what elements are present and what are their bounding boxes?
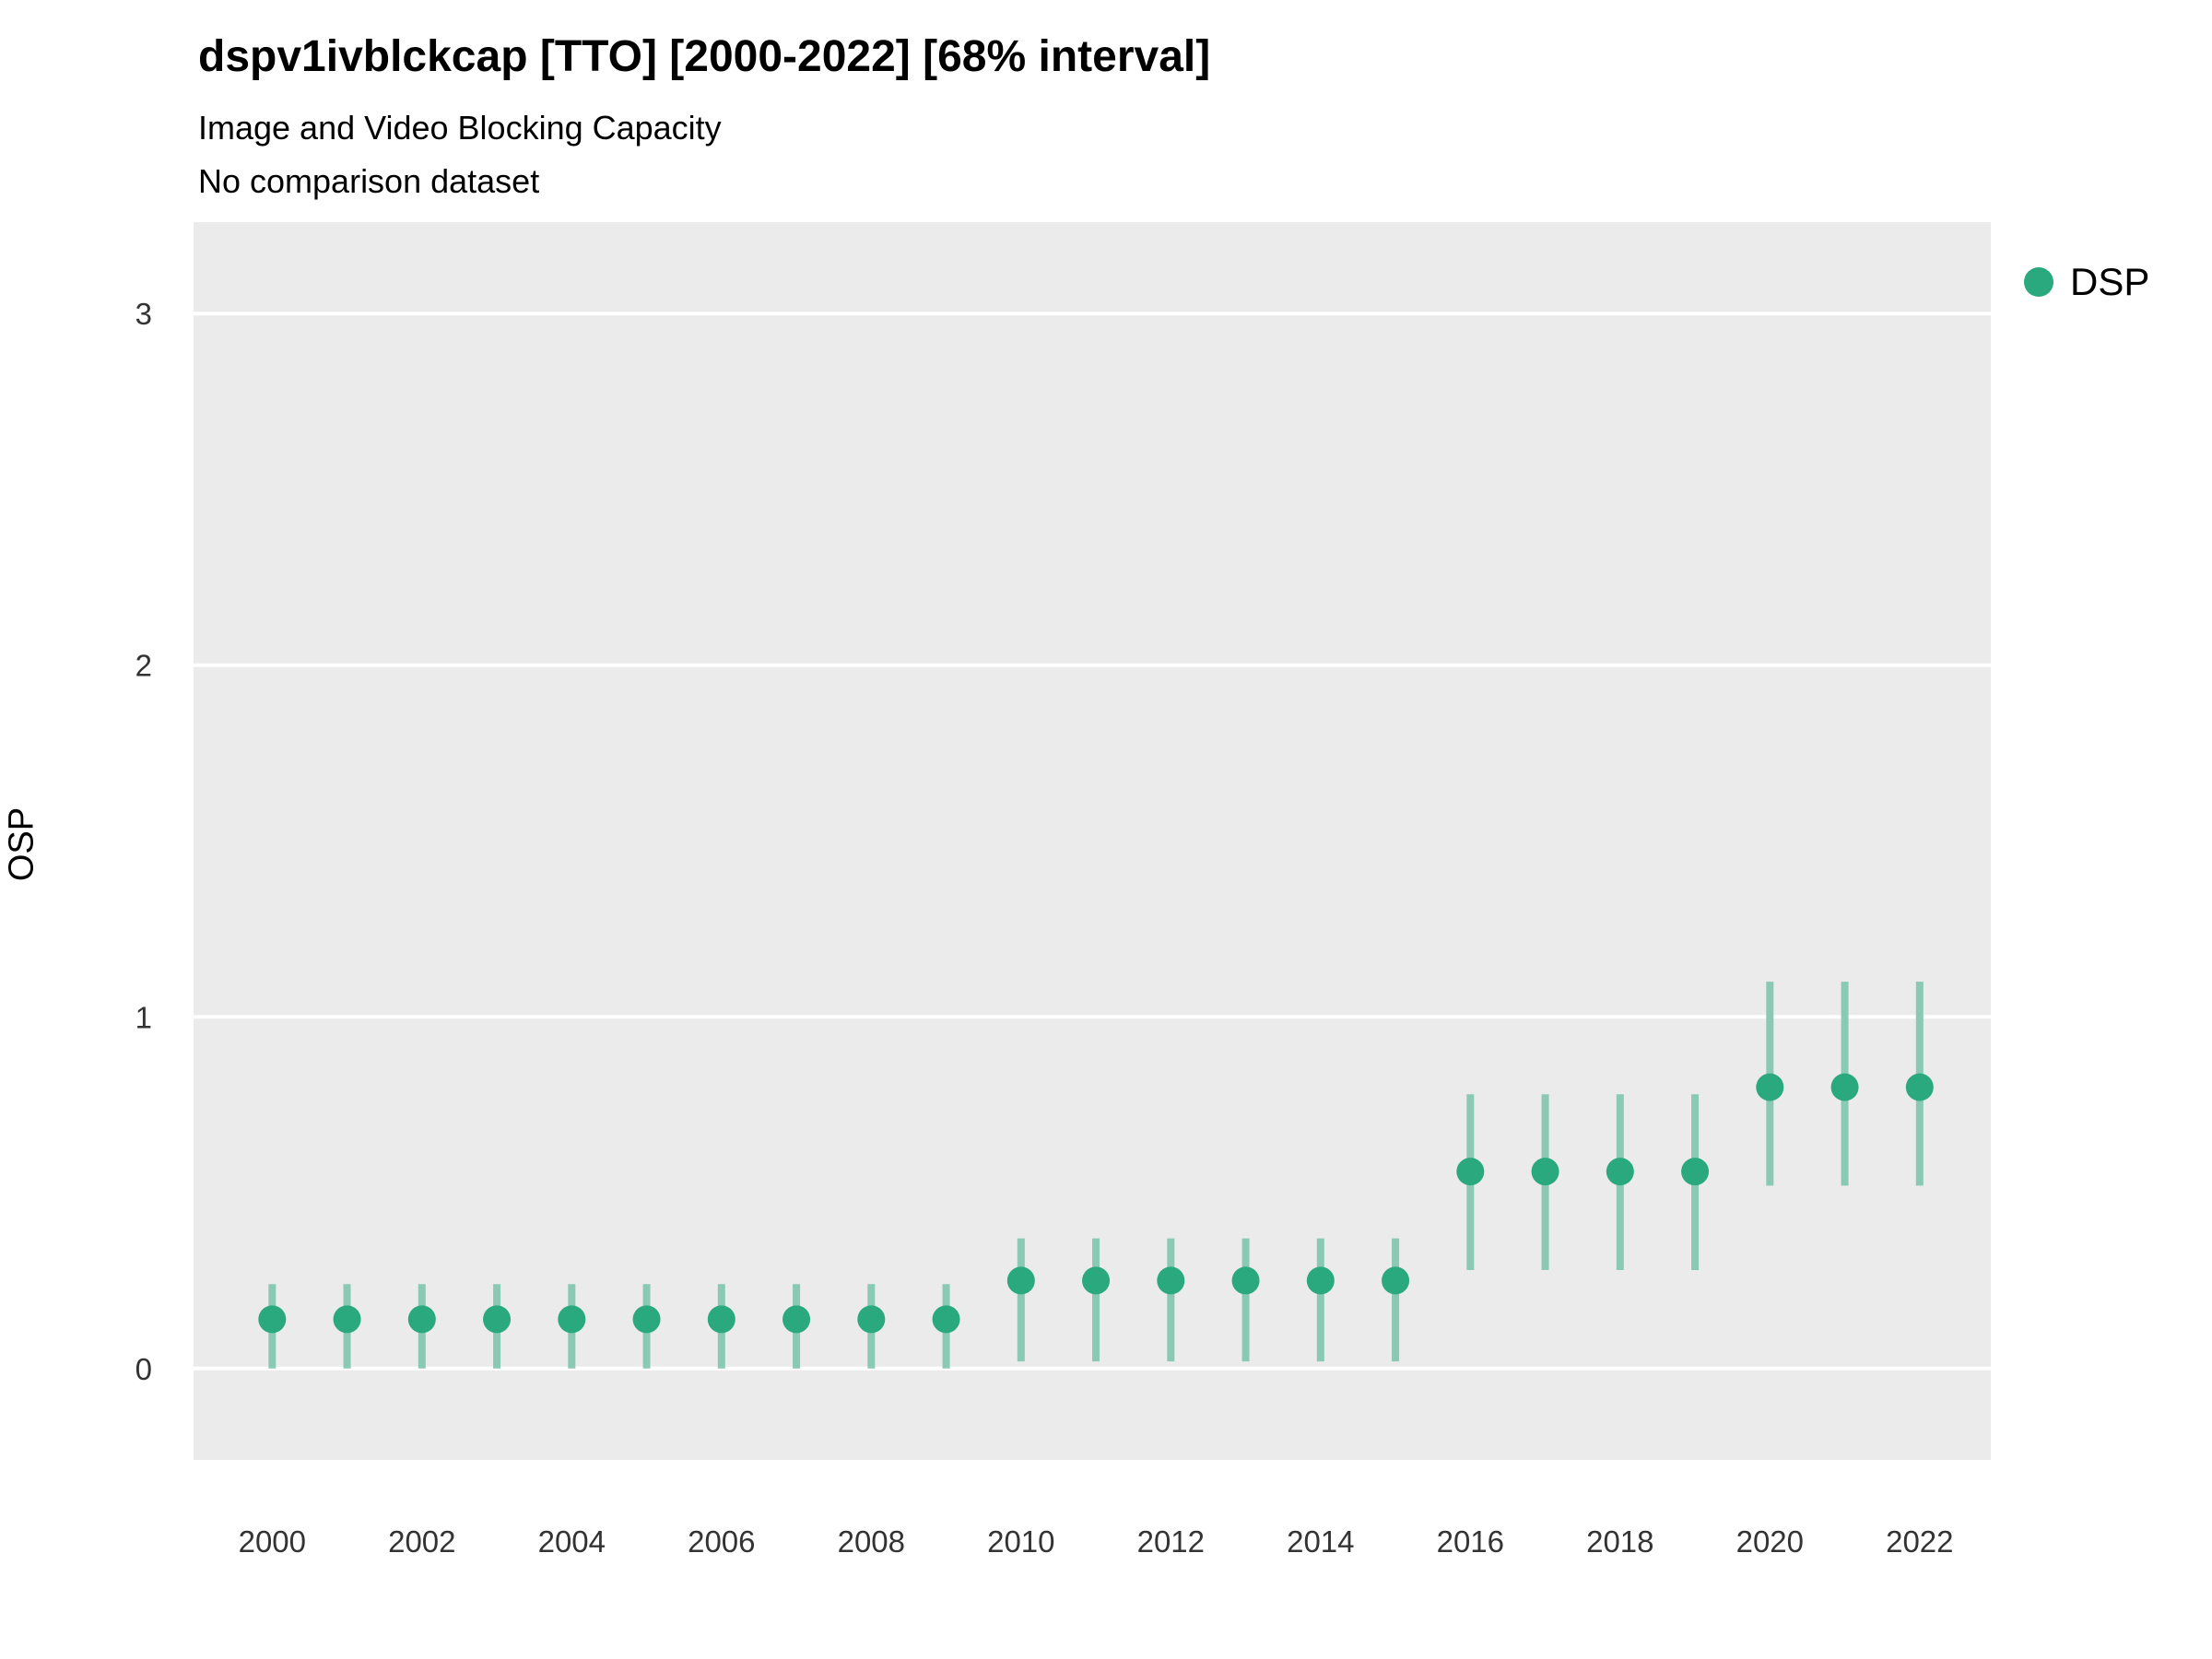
data-point-2005 bbox=[632, 1305, 661, 1334]
legend: DSP bbox=[2024, 260, 2149, 304]
data-point-2002 bbox=[407, 1305, 436, 1334]
x-tick-label: 2018 bbox=[1586, 1524, 1653, 1559]
x-tick-label: 2008 bbox=[838, 1524, 905, 1559]
x-tick-labels: 2000 2002 2004 2006 2008 2010 2012 2014 2016 2018… bbox=[239, 1524, 1954, 1559]
gridlines bbox=[194, 312, 1991, 1371]
x-tick-label: 2012 bbox=[1137, 1524, 1205, 1559]
x-tick-label: 2022 bbox=[1886, 1524, 1953, 1559]
data-point-2011 bbox=[1082, 1266, 1111, 1295]
chart-subtitle-line-1: Image and Video Blocking Capacity bbox=[198, 109, 722, 147]
x-tick-label: 2004 bbox=[538, 1524, 606, 1559]
legend-label-dsp: DSP bbox=[2070, 260, 2150, 303]
data-point-2008 bbox=[857, 1305, 886, 1334]
legend-marker-dsp bbox=[2024, 267, 2053, 297]
data-point-2004 bbox=[558, 1305, 586, 1334]
y-tick-labels: 0 1 2 3 bbox=[135, 297, 152, 1386]
data-point-2016 bbox=[1456, 1158, 1485, 1186]
data-point-2022 bbox=[1905, 1073, 1934, 1101]
chart-title: dspv1ivblckcap [TTO] [2000-2022] [68% in… bbox=[198, 32, 1211, 81]
data-point-2017 bbox=[1531, 1158, 1559, 1186]
plot-panel bbox=[194, 222, 1991, 1460]
data-point-2000 bbox=[258, 1305, 287, 1334]
data-point-2001 bbox=[333, 1305, 361, 1334]
x-tick-label: 2020 bbox=[1736, 1524, 1804, 1559]
data-point-2010 bbox=[1006, 1266, 1035, 1295]
data-points bbox=[258, 1073, 1934, 1334]
data-point-2019 bbox=[1681, 1158, 1710, 1186]
x-tick-label: 2000 bbox=[239, 1524, 306, 1559]
data-point-2013 bbox=[1231, 1266, 1260, 1295]
data-point-2003 bbox=[483, 1305, 512, 1334]
y-tick-label: 2 bbox=[135, 649, 152, 683]
chart-subtitle-line-2: No comparison dataset bbox=[198, 162, 540, 200]
y-tick-label: 0 bbox=[135, 1352, 152, 1386]
data-point-2012 bbox=[1157, 1266, 1185, 1295]
data-point-2009 bbox=[932, 1305, 960, 1334]
data-point-2007 bbox=[782, 1305, 811, 1334]
data-point-2015 bbox=[1382, 1266, 1410, 1295]
x-tick-label: 2016 bbox=[1437, 1524, 1504, 1559]
data-point-2014 bbox=[1306, 1266, 1335, 1295]
data-point-2021 bbox=[1830, 1073, 1859, 1101]
x-tick-label: 2002 bbox=[388, 1524, 455, 1559]
data-point-2020 bbox=[1756, 1073, 1784, 1101]
y-tick-label: 3 bbox=[135, 297, 152, 331]
x-tick-label: 2010 bbox=[987, 1524, 1054, 1559]
data-point-2006 bbox=[707, 1305, 735, 1334]
x-tick-label: 2006 bbox=[688, 1524, 755, 1559]
y-tick-label: 1 bbox=[135, 1000, 152, 1034]
x-tick-label: 2014 bbox=[1287, 1524, 1354, 1559]
data-point-2018 bbox=[1606, 1158, 1634, 1186]
